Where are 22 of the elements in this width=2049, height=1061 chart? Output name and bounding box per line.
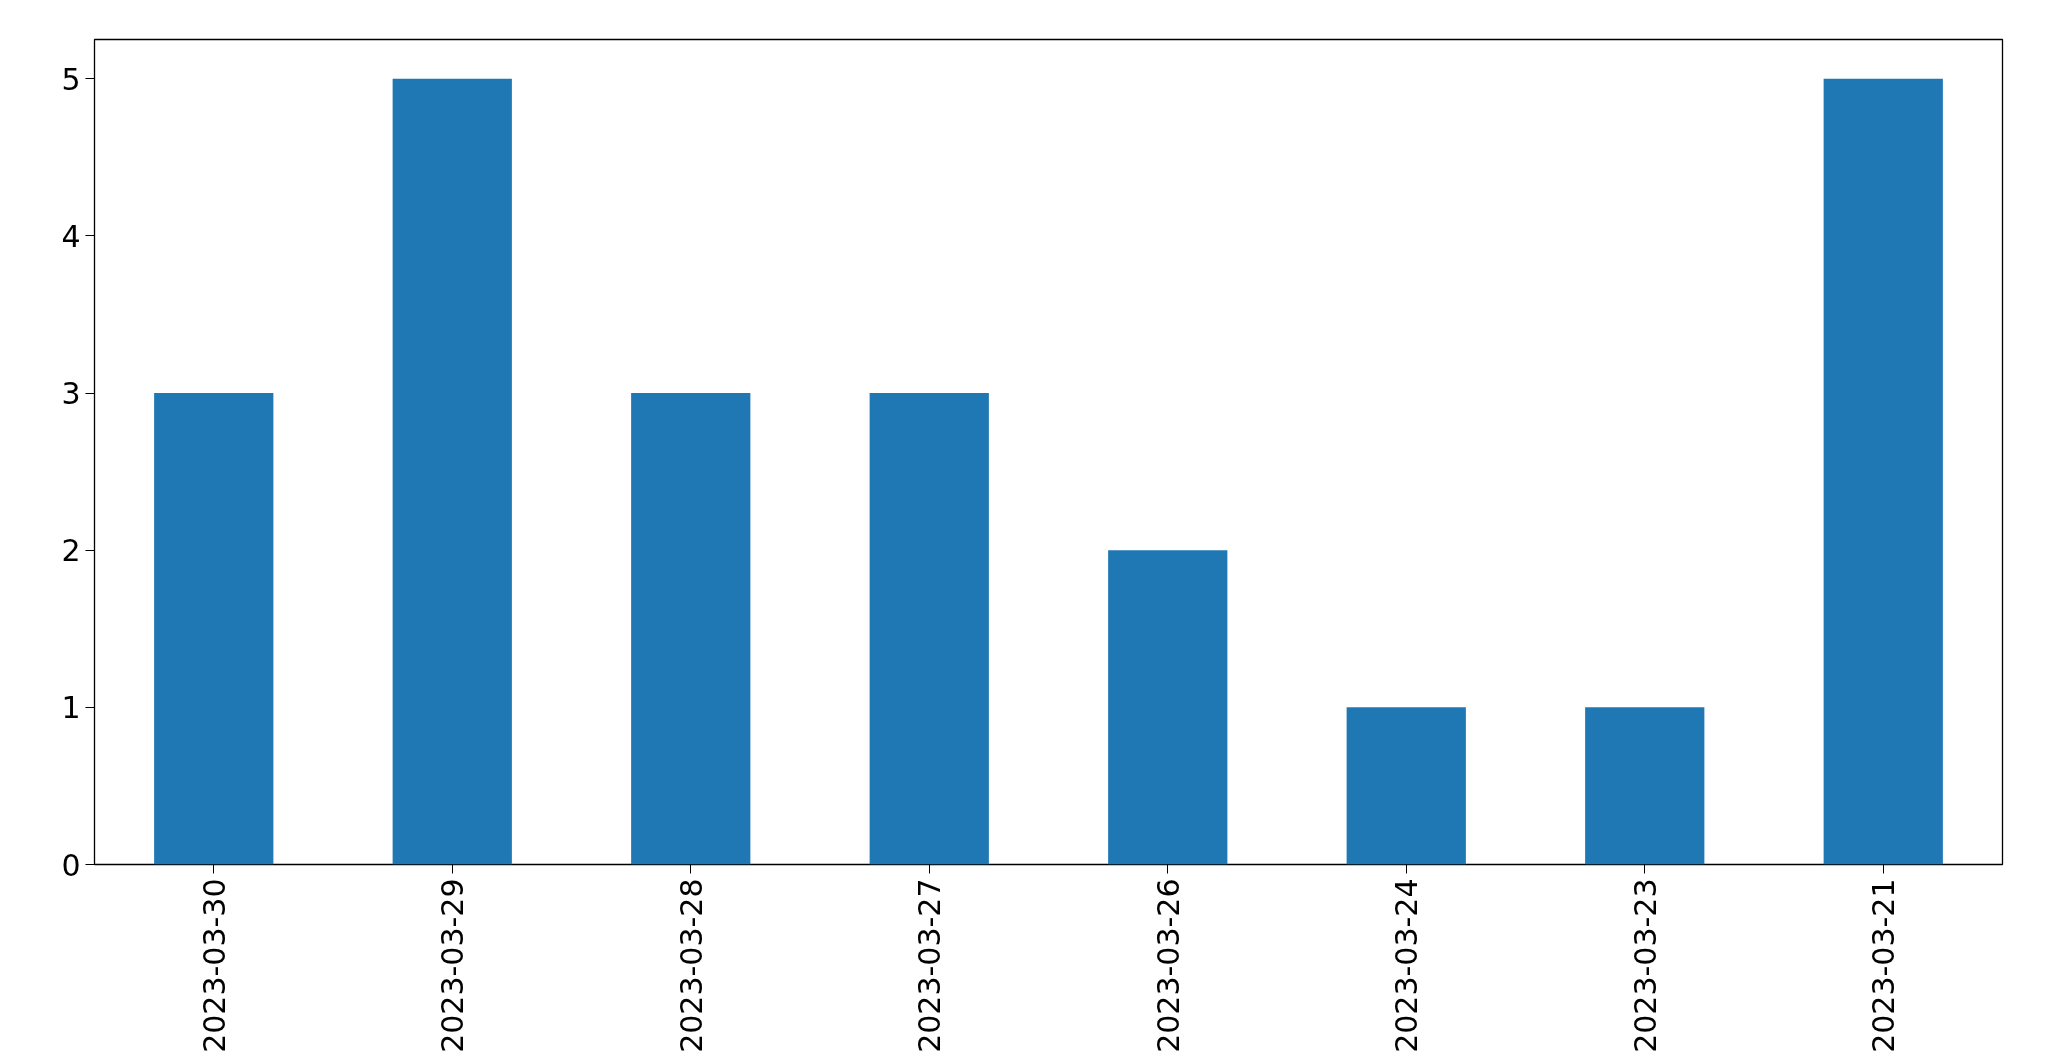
bar	[1108, 550, 1228, 865]
y-tick-label: 0	[61, 847, 81, 883]
x-tick-label: 2023-03-24	[1389, 878, 1425, 1053]
x-tick-label: 2023-03-23	[1627, 878, 1663, 1053]
bar	[869, 393, 989, 865]
x-tick-label: 2023-03-27	[912, 878, 948, 1053]
y-tick-label: 4	[61, 218, 81, 254]
x-tick-label: 2023-03-26	[1150, 878, 1186, 1053]
x-tick-label: 2023-03-21	[1866, 878, 1902, 1053]
x-tick-label: 2023-03-30	[196, 878, 232, 1053]
y-tick-label: 3	[61, 376, 81, 412]
bar	[1346, 707, 1466, 865]
x-tick-label: 2023-03-28	[673, 878, 709, 1053]
bar	[1823, 78, 1943, 865]
bar	[1585, 707, 1705, 865]
y-tick-label: 2	[61, 533, 81, 569]
bar	[631, 393, 751, 865]
y-tick-label: 1	[61, 690, 81, 726]
y-tick-label: 5	[61, 61, 81, 97]
bar	[392, 78, 512, 865]
x-tick-label: 2023-03-29	[435, 878, 471, 1053]
bar	[154, 393, 274, 865]
